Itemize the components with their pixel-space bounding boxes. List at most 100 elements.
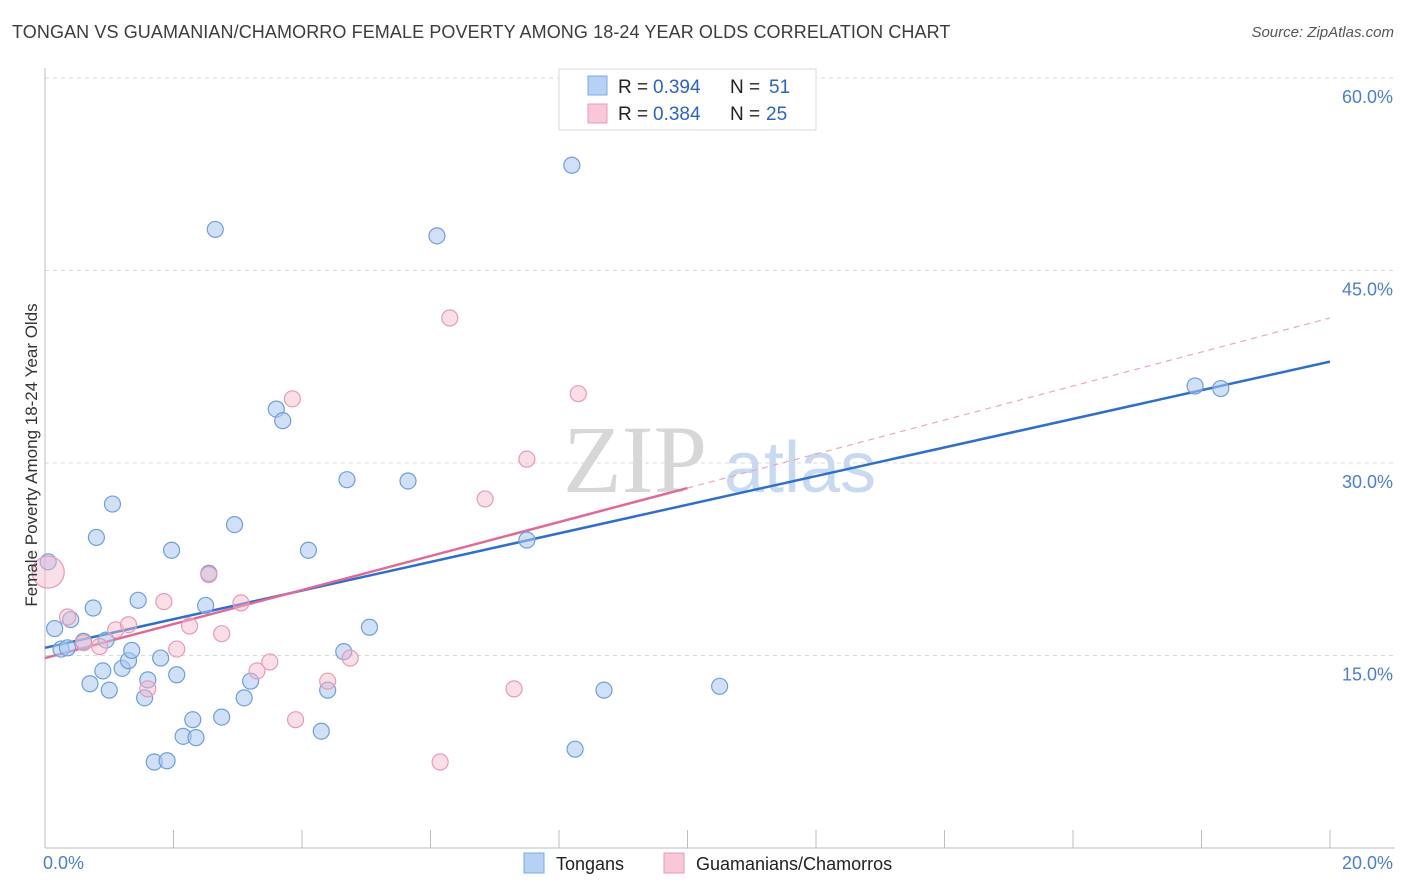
- guam-point-18: [341, 649, 359, 667]
- x-tick-label-1: 20.0%: [1342, 853, 1393, 873]
- tongan-point-26: [197, 596, 215, 615]
- legend-n-value-guam: 25: [766, 104, 787, 125]
- tongan-point-34: [274, 412, 292, 430]
- bottom-legend-guam: Guamanians/Chamorros: [696, 854, 892, 874]
- tongan-point-14: [123, 641, 141, 659]
- tongan-point-1: [46, 619, 64, 638]
- legend-n-label-1: N =: [730, 77, 760, 98]
- trend-lines: [44, 317, 1331, 660]
- tongan-point-37: [319, 681, 337, 699]
- data-points: [31, 156, 1230, 771]
- tongan-point-4: [62, 610, 80, 629]
- legend-r-label-1: R =: [618, 77, 648, 98]
- guam-point-8: [168, 640, 186, 658]
- guam-point-20: [441, 309, 459, 327]
- y-tick-label-3: 60.0%: [1342, 87, 1393, 107]
- guam-point-10: [200, 566, 218, 584]
- watermark-zip: ZIP: [563, 406, 707, 513]
- legend: R = 0.394 N = 51 R = 0.384 N = 25: [558, 68, 817, 131]
- tongan-point-36: [312, 722, 330, 740]
- tongan-point-46: [595, 681, 613, 699]
- guam-point-9: [180, 617, 199, 635]
- x-tick-label-0: 0.0%: [43, 853, 84, 873]
- tongan-point-16: [135, 689, 154, 707]
- tongan-point-8: [87, 528, 106, 547]
- guam-point-7: [155, 592, 173, 611]
- guam-point-0: [31, 555, 65, 589]
- bottom-legend: Tongans Guamanians/Chamorros: [523, 852, 892, 874]
- guam-point-11: [213, 625, 231, 643]
- tongan-point-15: [129, 591, 147, 609]
- tongan-point-21: [162, 541, 181, 559]
- tongan-point-25: [187, 729, 205, 747]
- guam-point-5: [119, 616, 138, 634]
- tongan-point-29: [213, 708, 231, 726]
- tongan-point-30: [225, 515, 244, 534]
- guam-point-13: [248, 662, 266, 680]
- tick-labels: 15.0% 30.0% 45.0% 60.0% 0.0% 20.0%: [43, 87, 1393, 873]
- tongan-point-49: [1212, 379, 1230, 398]
- axes: [44, 68, 1395, 849]
- y-axis-label: Female Poverty Among 18-24 Year Olds: [22, 303, 41, 606]
- tongan-point-6: [81, 675, 99, 693]
- y-tick-label-0: 15.0%: [1342, 665, 1393, 685]
- tongan-point-38: [335, 643, 353, 661]
- tongan-point-35: [299, 541, 318, 559]
- guam-point-17: [319, 672, 337, 690]
- tongan-point-17: [139, 671, 157, 689]
- bottom-legend-swatch-guam: [663, 852, 685, 874]
- tongan-point-0: [39, 553, 57, 571]
- guam-point-16: [286, 711, 305, 729]
- legend-r-value-tongans: 0.394: [653, 77, 701, 98]
- tongan-point-3: [58, 639, 77, 657]
- bottom-legend-tongans: Tongans: [556, 854, 624, 874]
- y-tick-label-1: 30.0%: [1342, 472, 1393, 492]
- tongan-point-11: [103, 495, 122, 513]
- guam-point-4: [107, 621, 125, 639]
- tongan-point-7: [84, 599, 102, 617]
- guam-point-22: [505, 680, 523, 698]
- tongan-point-32: [242, 672, 260, 690]
- tongan-point-47: [711, 677, 729, 695]
- legend-n-value-tongans: 51: [769, 77, 790, 98]
- tongan-point-28: [206, 220, 224, 239]
- guam-point-3: [91, 637, 109, 656]
- guam-point-1: [58, 608, 77, 626]
- guam-point-6: [139, 680, 157, 698]
- guam-point-2: [74, 634, 93, 652]
- guam-point-12: [232, 594, 250, 612]
- guam-point-24: [569, 385, 587, 403]
- tongan-point-9: [94, 662, 112, 680]
- tongan-point-40: [360, 618, 379, 636]
- legend-swatch-tongans: [587, 75, 608, 96]
- tongan-point-45: [566, 740, 584, 758]
- guam-point-14: [261, 653, 279, 671]
- legend-swatch-guam: [587, 103, 608, 124]
- guam-point-23: [518, 450, 536, 468]
- gridlines: [45, 77, 1395, 656]
- legend-n-label-2: N =: [730, 104, 760, 125]
- tongan-point-41: [399, 472, 417, 490]
- tongan-point-20: [158, 752, 176, 770]
- guam-point-19: [431, 753, 449, 771]
- guam-trend-line: [44, 486, 688, 660]
- tongan-point-39: [338, 471, 356, 489]
- tongan-point-19: [152, 649, 170, 667]
- tongan-point-31: [235, 689, 253, 707]
- guam-point-21: [476, 490, 494, 508]
- chart-title: TONGAN VS GUAMANIAN/CHAMORRO FEMALE POVE…: [12, 22, 951, 42]
- y-tick-label-2: 45.0%: [1342, 280, 1393, 300]
- tongan-point-44: [563, 156, 581, 174]
- legend-r-value-guam: 0.384: [653, 104, 701, 125]
- bottom-legend-swatch-tongans: [523, 852, 545, 874]
- tongan-point-22: [168, 666, 186, 684]
- source-note: Source: ZipAtlas.com: [1251, 24, 1394, 41]
- tongan-point-10: [100, 681, 118, 699]
- tongan-point-48: [1186, 377, 1204, 395]
- tongan-point-42: [428, 227, 446, 245]
- legend-r-label-2: R =: [618, 104, 648, 125]
- guam-trend-extension: [687, 317, 1331, 489]
- tongan-point-43: [518, 531, 536, 549]
- guam-point-15: [283, 390, 301, 408]
